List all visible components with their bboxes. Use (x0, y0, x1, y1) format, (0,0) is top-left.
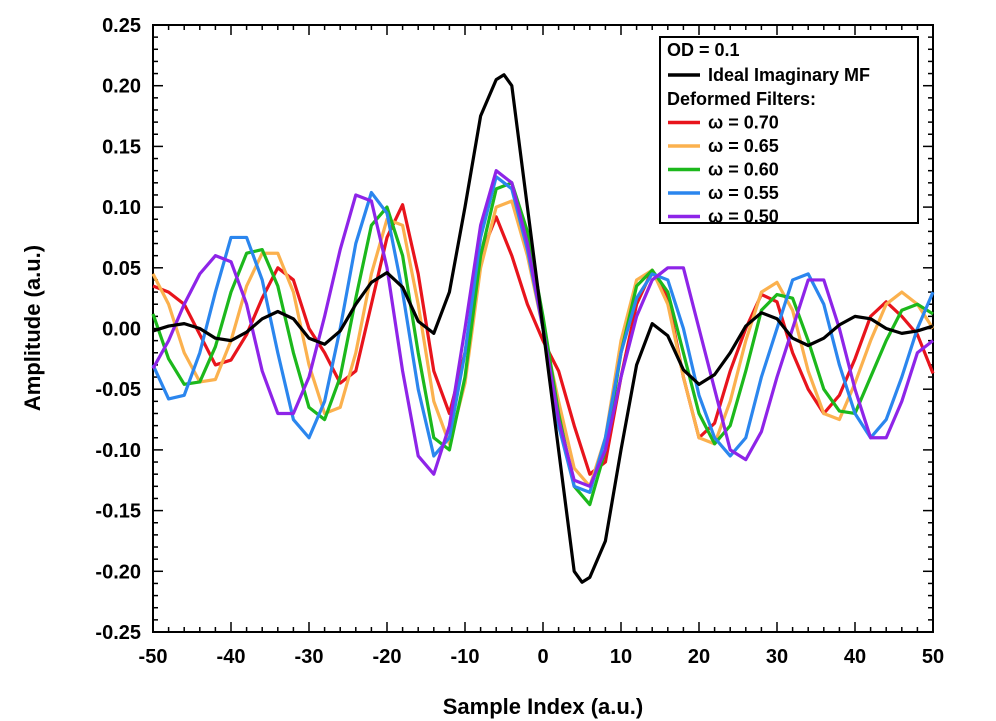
x-tick-label: -20 (373, 646, 402, 668)
x-tick-label: -10 (451, 646, 480, 668)
legend-header: OD = 0.1 (667, 40, 740, 60)
legend: OD = 0.1 Ideal Imaginary MF Deformed Filte… (659, 36, 919, 227)
y-tick-label: 0.25 (102, 15, 141, 37)
legend-item-4-label: ω = 0.55 (708, 183, 779, 203)
y-tick-label: 0.20 (102, 76, 141, 98)
x-tick-label: -40 (217, 646, 246, 668)
series-line-0 (152, 73, 934, 584)
y-tick-label: -0.05 (95, 379, 141, 401)
x-tick-label: 20 (688, 646, 710, 668)
y-tick-label: -0.25 (95, 622, 141, 644)
x-tick-label: -30 (295, 646, 324, 668)
legend-item-2-label: ω = 0.65 (708, 136, 779, 156)
x-axis-title: Sample Index (a.u.) (443, 694, 644, 719)
legend-item-3-label: ω = 0.60 (708, 160, 779, 180)
legend-item-ideal-label: Ideal Imaginary MF (708, 65, 870, 85)
y-tick-label: 0.00 (102, 319, 141, 341)
x-tick-label: 30 (766, 646, 788, 668)
x-tick-label: 50 (922, 646, 944, 668)
x-tick-label: 0 (537, 646, 548, 668)
y-tick-label: -0.15 (95, 501, 141, 523)
legend-item-5-label: ω = 0.50 (708, 207, 779, 227)
axes: -50 -40 -30 -20 -10 0 10 20 30 40 50 -0.25 -0.20 -0.1… (95, 15, 944, 668)
x-tick-label: -50 (139, 646, 168, 668)
legend-item-1-label: ω = 0.70 (708, 113, 779, 133)
x-tick-label: 10 (610, 646, 632, 668)
series-group (151, 73, 935, 584)
y-tick-label: 0.15 (102, 136, 141, 158)
y-tick-label: 0.10 (102, 197, 141, 219)
legend-box (659, 36, 919, 224)
y-axis-title: Amplitude (a.u.) (20, 245, 45, 411)
y-tick-label: -0.20 (95, 561, 141, 583)
x-tick-label: 40 (844, 646, 866, 668)
legend-subheader: Deformed Filters: (667, 89, 816, 109)
y-tick-label: -0.10 (95, 440, 141, 462)
y-tick-label: 0.05 (102, 258, 141, 280)
